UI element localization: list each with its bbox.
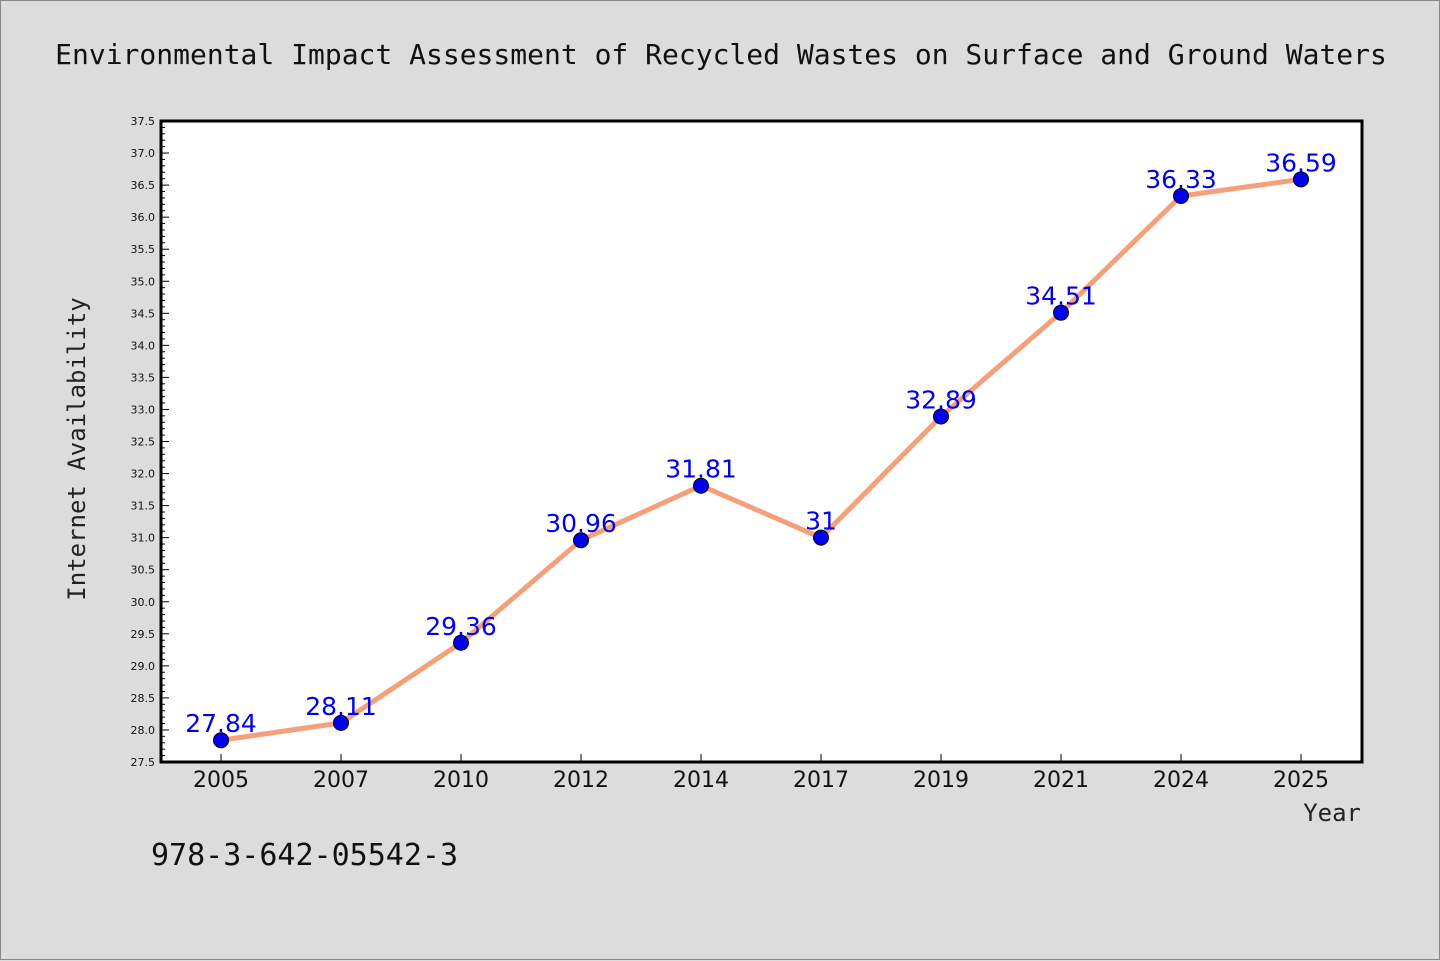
plot-area [159, 119, 1364, 764]
x-tick-label: 2014 [673, 768, 729, 793]
data-label: 32.89 [905, 386, 977, 415]
data-label: 31 [805, 507, 837, 536]
data-label: 36.59 [1265, 148, 1337, 177]
y-tick-label: 37.5 [131, 115, 156, 128]
x-tick-label: 2012 [553, 768, 609, 793]
data-point [453, 634, 469, 651]
y-tick-label: 31.0 [131, 532, 156, 545]
y-axis-label: Internet Availability [63, 297, 91, 600]
y-tick-label: 28.0 [131, 724, 156, 737]
y-tick-label: 27.5 [131, 756, 156, 769]
chart-title: Environmental Impact Assessment of Recyc… [55, 38, 1387, 71]
series-line [218, 176, 1304, 743]
y-tick-label: 35.5 [131, 243, 156, 256]
data-point [333, 714, 349, 731]
y-tick-label: 29.0 [131, 660, 156, 673]
y-tick-label: 33.5 [131, 371, 156, 384]
x-tick-label: 2019 [913, 768, 969, 793]
data-label: 34.51 [1025, 282, 1097, 311]
data-point [213, 732, 229, 749]
data-label: 31.81 [665, 455, 737, 484]
data-point [933, 408, 949, 425]
y-tick-label: 30.0 [131, 596, 156, 609]
data-label: 27.84 [185, 709, 257, 738]
y-tick-label: 32.0 [131, 468, 156, 481]
x-axis: 2005 2007 2010 2012 2014 2017 2019 2021 2024 2025 [193, 754, 1329, 793]
data-point [1173, 187, 1189, 204]
y-tick-label: 36.0 [131, 211, 156, 224]
x-tick-label: 2010 [433, 768, 489, 793]
x-tick-label: 2007 [313, 768, 369, 793]
x-axis-label: Year [1303, 799, 1361, 827]
series-layer: 27.84 28.11 29.36 30.96 31.81 31 32.89 34.51 36.… [185, 148, 1337, 749]
y-axis: 27.5 28.0 28.5 29.0 29.5 30.0 30.5 31.0 31.5 32.0… [131, 115, 169, 769]
data-point [1293, 171, 1309, 188]
x-tick-label: 2021 [1033, 768, 1089, 793]
y-tick-label: 30.5 [131, 564, 156, 577]
y-tick-label: 35.0 [131, 275, 156, 288]
y-tick-label: 32.5 [131, 436, 156, 449]
x-tick-label: 2024 [1153, 768, 1209, 793]
y-tick-label: 31.5 [131, 500, 156, 513]
footnote-text: 978-3-642-05542-3 [151, 838, 458, 873]
y-tick-label: 36.5 [131, 179, 156, 192]
data-point [813, 529, 829, 546]
data-label: 29.36 [425, 612, 497, 641]
x-tick-label: 2017 [793, 768, 849, 793]
data-point [1053, 304, 1069, 321]
y-tick-label: 34.5 [131, 307, 156, 320]
data-point [693, 477, 709, 494]
y-tick-label: 37.0 [131, 147, 156, 160]
y-tick-label: 29.5 [131, 628, 156, 641]
data-point [573, 532, 589, 549]
x-tick-label: 2025 [1273, 768, 1329, 793]
data-label: 36.33 [1145, 165, 1217, 194]
y-tick-label: 33.0 [131, 403, 156, 416]
y-tick-label: 34.0 [131, 339, 156, 352]
data-label: 28.11 [305, 692, 377, 721]
x-tick-label: 2005 [193, 768, 249, 793]
data-label: 30.96 [545, 509, 617, 538]
y-tick-label: 28.5 [131, 692, 156, 705]
